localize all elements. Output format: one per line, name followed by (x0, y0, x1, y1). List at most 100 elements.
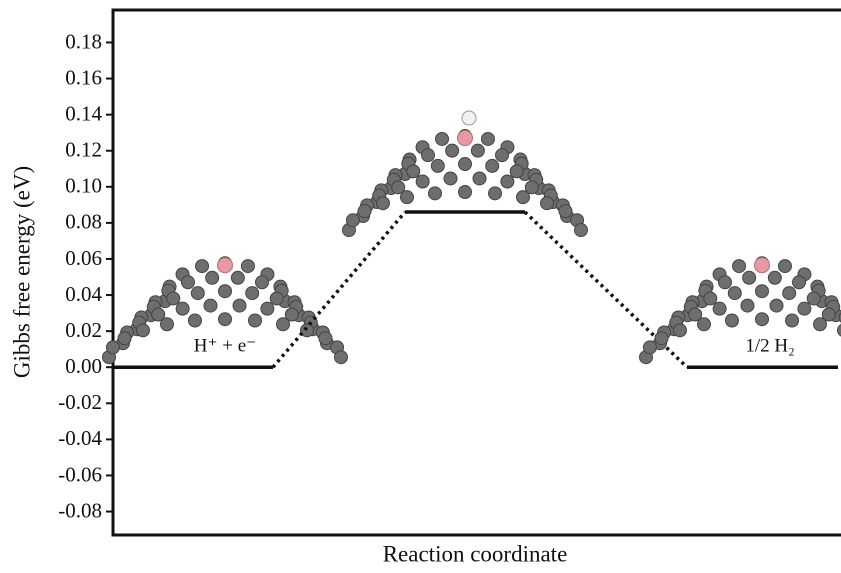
boron-atom (457, 130, 473, 147)
atom (190, 286, 205, 301)
atom (767, 270, 782, 285)
atom (785, 313, 800, 328)
y-tick-label: 0.18 (65, 29, 102, 53)
atom (427, 186, 442, 201)
atom (255, 275, 269, 290)
atom (495, 148, 509, 163)
y-tick-label: 0.16 (65, 65, 102, 89)
atom (443, 171, 458, 186)
atom (574, 223, 588, 238)
atom (797, 301, 812, 316)
atom (712, 301, 727, 316)
connector (271, 210, 407, 369)
y-tick-label: -0.04 (58, 426, 102, 450)
atom (480, 131, 495, 146)
molecule-illustration (639, 256, 841, 365)
atom (703, 291, 718, 306)
atom (357, 204, 372, 219)
atom (248, 313, 263, 328)
atom (276, 317, 290, 332)
atom (642, 340, 657, 355)
atom (769, 298, 784, 313)
atom (740, 298, 755, 313)
atom (240, 259, 255, 274)
atom (558, 204, 573, 219)
atom (105, 340, 120, 355)
atom (806, 291, 821, 306)
atom (755, 312, 769, 327)
atom (654, 331, 669, 346)
atom (230, 270, 245, 285)
atom (421, 148, 435, 163)
x-axis-label: Reaction coordinate (383, 541, 568, 566)
atom (400, 190, 414, 205)
y-tick-label: -0.08 (58, 498, 102, 522)
y-axis-label: Gibbs free energy (eV) (9, 166, 34, 378)
atom (260, 301, 275, 316)
atom (218, 284, 232, 299)
atom (232, 298, 247, 313)
atom (284, 307, 299, 322)
atom (151, 307, 166, 322)
atom (318, 331, 333, 346)
atom (375, 196, 390, 211)
atom (509, 164, 524, 179)
y-tick-label: -0.02 (58, 390, 102, 414)
atom (724, 313, 739, 328)
atom (218, 312, 232, 327)
boron-atom (754, 257, 770, 274)
atom (203, 298, 218, 313)
atom (837, 324, 841, 337)
boron-atom (217, 257, 233, 274)
molecule-illustration (102, 256, 348, 365)
state-label: 1/2 H₂ (745, 336, 794, 357)
atom (782, 286, 797, 301)
atom (697, 317, 711, 332)
y-tick-label: 0.10 (65, 174, 102, 198)
molecule-illustration (342, 110, 588, 238)
atom (458, 157, 472, 172)
atom (540, 196, 555, 211)
y-tick-label: 0.12 (65, 138, 102, 162)
atom (792, 275, 806, 290)
atom (135, 323, 150, 338)
atom (524, 180, 539, 195)
atom (485, 158, 500, 173)
atom (516, 190, 530, 205)
atom (732, 259, 747, 274)
y-tick-label: 0.14 (65, 101, 102, 125)
y-tick-label: 0.04 (65, 282, 102, 306)
connector (523, 210, 689, 369)
atom (688, 307, 703, 322)
atom (718, 275, 732, 290)
atom (391, 180, 406, 195)
atom (472, 171, 487, 186)
atom (500, 174, 515, 189)
atom (175, 301, 190, 316)
y-tick-label: -0.06 (58, 462, 102, 486)
atom (430, 158, 445, 173)
atom (727, 286, 742, 301)
atom (821, 307, 836, 322)
atom (813, 317, 827, 332)
y-tick-label: 0.08 (65, 210, 102, 234)
atom (406, 164, 421, 179)
state-label: H⁺ + e⁻ (194, 336, 256, 357)
atom (166, 291, 181, 306)
atom (672, 323, 687, 338)
atom (195, 259, 210, 274)
atom (181, 275, 195, 290)
atom (245, 286, 260, 301)
atom (334, 350, 348, 365)
atom (117, 331, 132, 346)
atom (488, 186, 503, 201)
y-tick-label: 0.06 (65, 246, 102, 270)
atom (458, 185, 472, 200)
atom (470, 143, 485, 158)
atom (345, 213, 360, 228)
atom (445, 143, 460, 158)
atom (160, 317, 174, 332)
y-tick-label: 0.00 (65, 354, 102, 378)
atom (435, 131, 450, 146)
